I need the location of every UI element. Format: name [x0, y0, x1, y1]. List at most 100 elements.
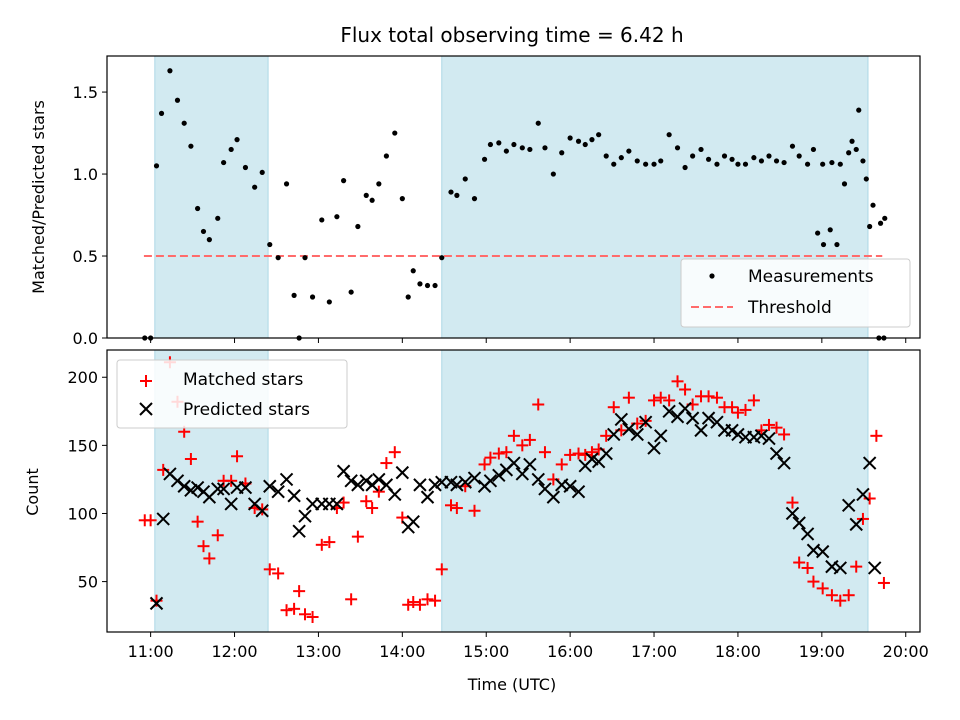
- measurement-point: [448, 189, 454, 195]
- measurement-point: [369, 197, 375, 203]
- predicted-star-point: [238, 480, 253, 495]
- measurement-point: [698, 146, 704, 153]
- matched-star-point: [272, 567, 285, 580]
- predicted-star-stroke: [800, 527, 815, 541]
- matched-star-point: [523, 433, 536, 446]
- predicted-star-point: [211, 482, 225, 496]
- predicted-star-point: [372, 472, 386, 487]
- matched-star-point: [600, 429, 613, 442]
- predicted-star-stroke: [224, 497, 238, 511]
- matched-star-point: [747, 394, 760, 407]
- predicted-star-stroke: [538, 482, 552, 496]
- top-y-tick-label: 0.0: [73, 329, 98, 348]
- predicted-star-point: [467, 471, 482, 485]
- matched-star-point: [654, 391, 667, 404]
- predicted-star-point: [190, 480, 205, 495]
- predicted-star-point: [263, 479, 277, 493]
- measurement-point: [481, 156, 488, 162]
- predicted-star-stroke: [149, 596, 164, 611]
- matched-star-point: [726, 401, 739, 414]
- predicted-star-stroke: [271, 484, 285, 499]
- predicted-star-stroke: [856, 487, 870, 502]
- measurement-point: [550, 171, 556, 177]
- measurement-point: [611, 161, 617, 167]
- x-tick-label: 18:00: [715, 642, 761, 661]
- measurement-point: [849, 138, 855, 144]
- predicted-star-point: [216, 482, 231, 496]
- predicted-star-stroke: [216, 482, 231, 496]
- matched-star-point: [280, 604, 293, 617]
- predicted-star-stroke: [622, 422, 636, 436]
- predicted-star-point: [599, 446, 613, 461]
- predicted-star-point: [330, 497, 344, 511]
- matched-star-point: [429, 594, 442, 607]
- measurement-point: [424, 282, 431, 289]
- predicted-star-stroke: [647, 441, 661, 455]
- matched-star-point: [816, 582, 829, 595]
- predicted-star-point: [492, 468, 506, 483]
- predicted-star-stroke: [492, 468, 506, 483]
- predicted-star-stroke: [849, 517, 863, 532]
- predicted-star-stroke: [638, 415, 653, 429]
- matched-star-point: [516, 439, 529, 452]
- predicted-star-point: [638, 415, 653, 429]
- measurement-point: [658, 158, 664, 164]
- measurement-point: [283, 181, 290, 187]
- x-tick-label: 14:00: [379, 642, 425, 661]
- matched-star-point: [585, 446, 598, 459]
- measurement-point: [735, 161, 741, 167]
- predicted-star-stroke: [156, 512, 170, 526]
- matched-star-point: [671, 375, 684, 388]
- predicted-star-point: [731, 427, 745, 442]
- measurement-point: [153, 163, 160, 169]
- predicted-star-stroke: [444, 475, 458, 489]
- predicted-star-stroke: [531, 472, 545, 487]
- matched-star-point: [786, 496, 799, 509]
- measurement-point: [758, 158, 765, 164]
- matched-star-point: [435, 563, 448, 576]
- matched-star-point: [323, 536, 336, 549]
- matched-star-point: [622, 391, 635, 404]
- measurement-point: [729, 156, 735, 162]
- matched-star-point: [731, 406, 744, 419]
- predicted-star-stroke: [546, 490, 561, 504]
- bottom-panel: 50 100 150 200 11:00 12:00 13:00 14:00 15:00 16:…: [23, 349, 929, 694]
- matched-star-point: [825, 589, 838, 602]
- measurement-point: [291, 292, 297, 298]
- legend-marker-measurements: [709, 273, 715, 279]
- measurement-point: [643, 161, 649, 167]
- predicted-star-point: [867, 561, 882, 575]
- predicted-star-stroke: [762, 431, 776, 446]
- measurement-point: [259, 169, 265, 176]
- measurement-point: [519, 145, 525, 151]
- x-tick-label: 15:00: [463, 642, 509, 661]
- predicted-star-point: [833, 561, 848, 575]
- measurement-point: [834, 241, 840, 248]
- matched-star-point: [478, 458, 491, 471]
- predicted-star-point: [413, 478, 427, 492]
- predicted-star-stroke: [607, 427, 621, 442]
- measurement-point: [535, 120, 541, 126]
- predicted-star-point: [571, 484, 586, 499]
- measurement-point: [666, 132, 672, 138]
- predicted-star-stroke: [694, 423, 708, 438]
- predicted-star-stroke: [483, 474, 498, 488]
- predicted-star-point: [255, 504, 269, 518]
- predicted-star-stroke: [292, 524, 306, 538]
- matched-star-point: [555, 458, 568, 471]
- matched-star-point: [225, 474, 238, 487]
- measurement-point: [559, 150, 565, 156]
- measurement-point: [275, 255, 281, 261]
- predicted-star-point: [856, 487, 870, 502]
- predicted-star-point: [395, 465, 410, 480]
- matched-star-point: [538, 446, 551, 459]
- predicted-star-point: [523, 457, 537, 472]
- matched-star-point: [856, 512, 869, 525]
- measurement-point: [188, 143, 194, 149]
- predicted-star-point: [563, 479, 577, 493]
- measurement-point: [618, 155, 624, 161]
- matched-star-point: [407, 596, 420, 609]
- matched-star-point: [679, 383, 692, 396]
- predicted-star-point: [701, 411, 716, 425]
- measurement-point: [721, 153, 728, 159]
